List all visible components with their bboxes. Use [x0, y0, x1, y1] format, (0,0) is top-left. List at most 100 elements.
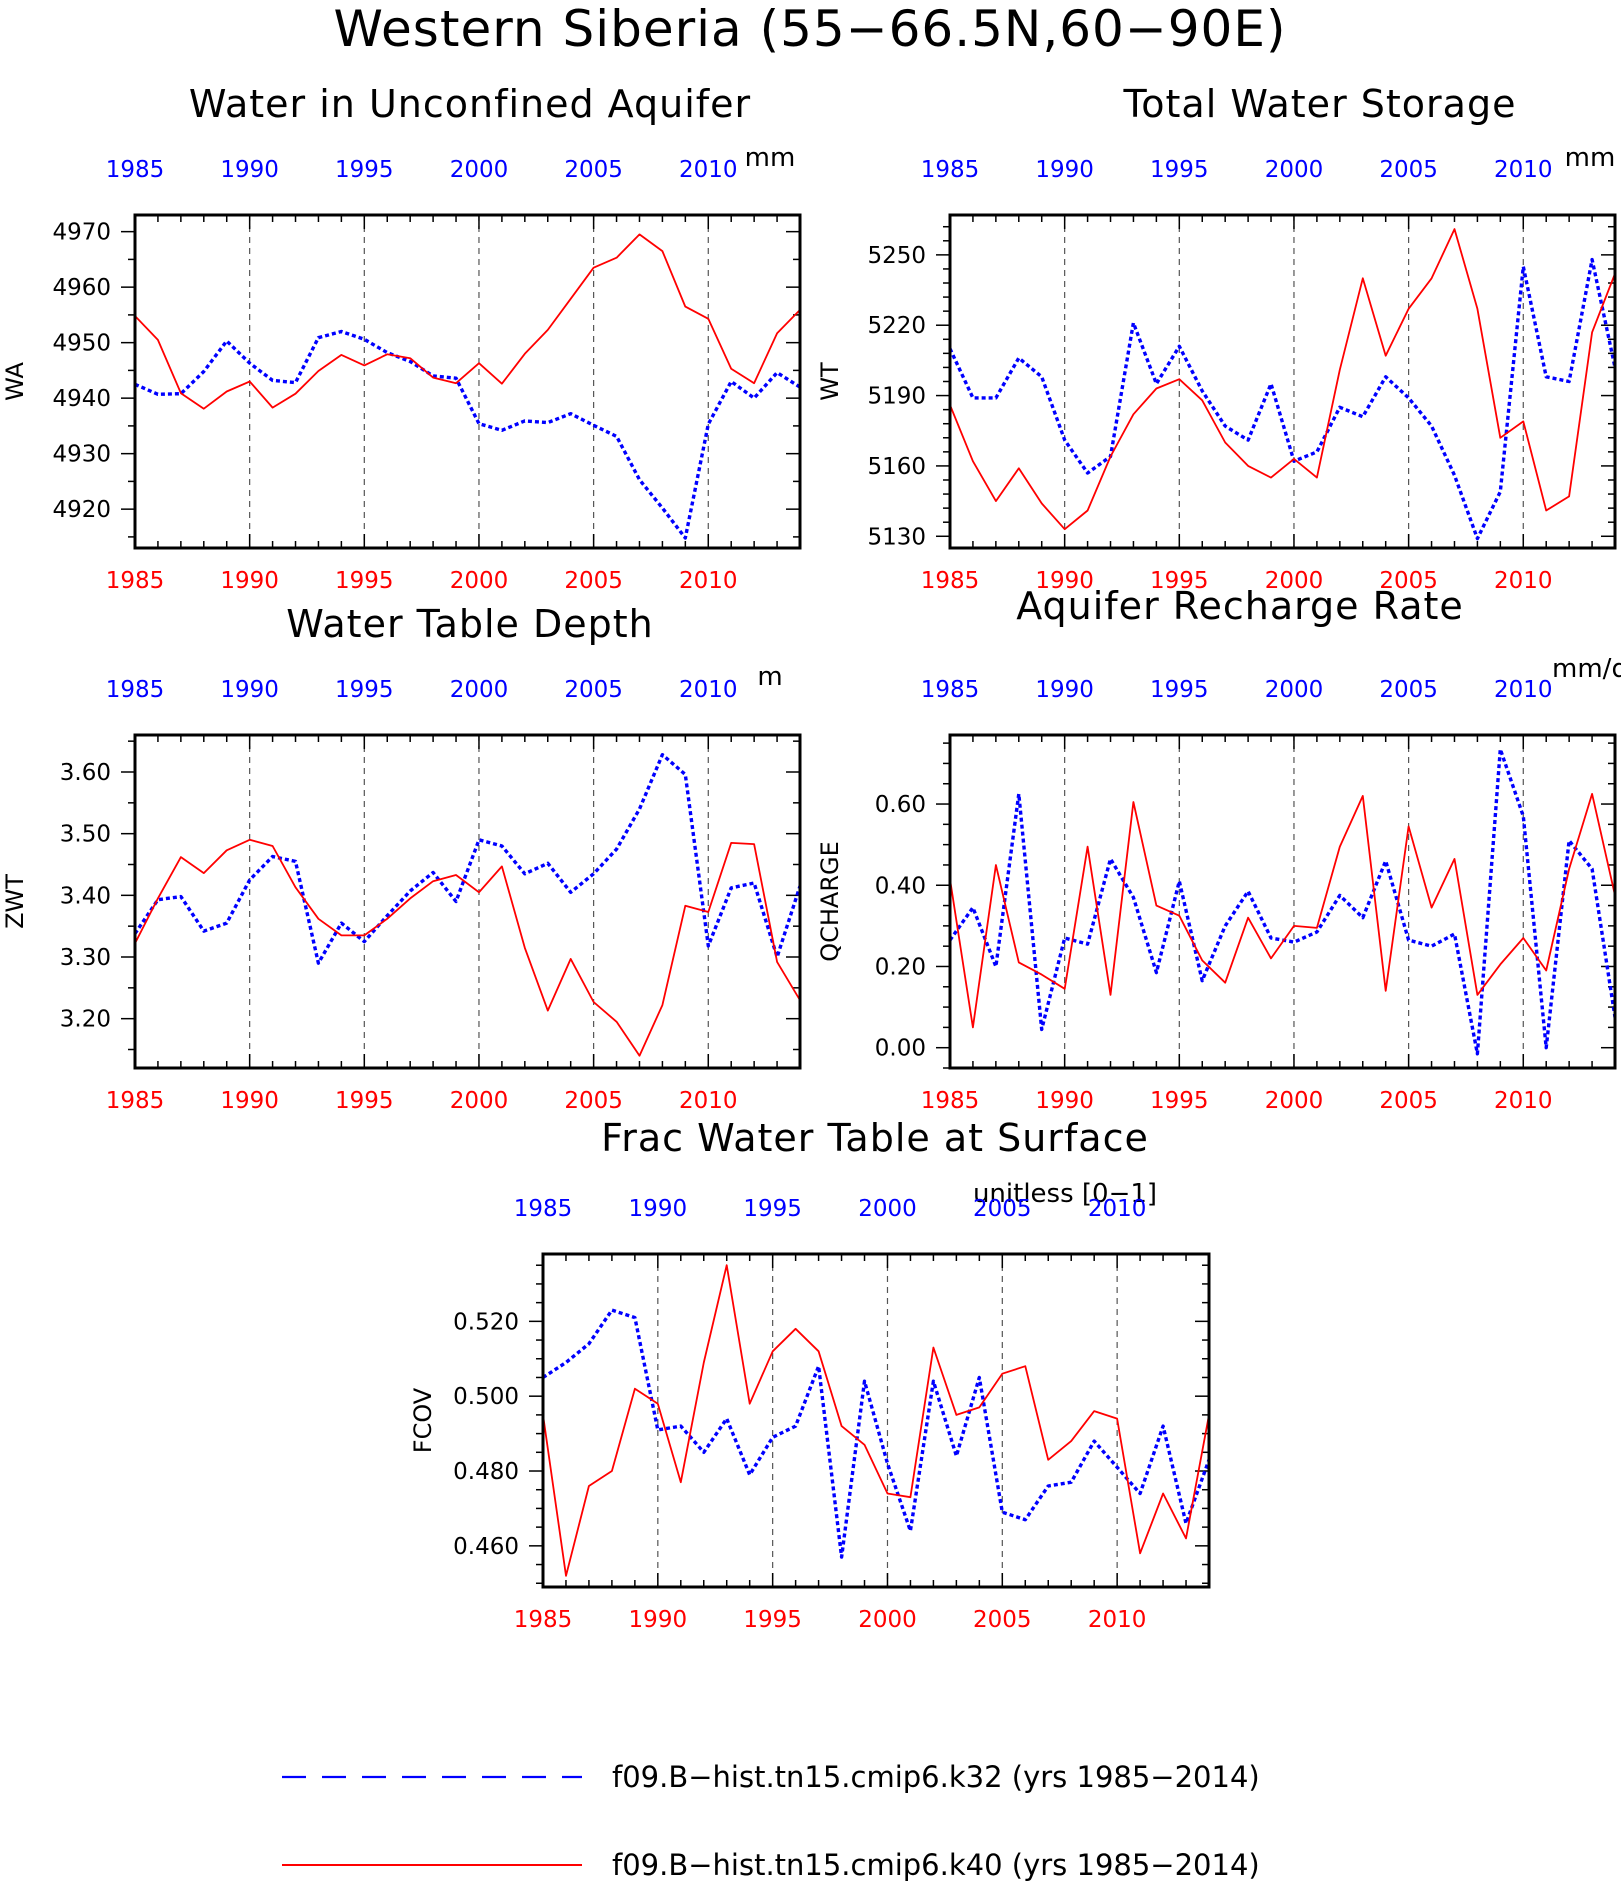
- x-tick-label-bottom: 1995: [335, 1088, 394, 1114]
- y-tick-label: 0.500: [453, 1384, 519, 1410]
- x-tick-label-top: 2010: [679, 157, 738, 183]
- x-tick-label-top: 2000: [450, 157, 509, 183]
- x-tick-label-top: 1985: [921, 157, 980, 183]
- y-tick-label: 5160: [867, 454, 926, 480]
- panel-3: Water Table Depth m ZWT 1985 1985 1990 1990 199…: [1, 602, 802, 1114]
- series-line-k40: [135, 838, 800, 1057]
- x-tick-label-bottom: 1990: [1035, 568, 1094, 594]
- x-tick-label-top: 1995: [335, 677, 394, 703]
- units-label: m: [757, 662, 782, 692]
- panel-5: Frac Water Table at Surface unitless [0−1…: [409, 1116, 1211, 1633]
- x-tick-label-bottom: 2000: [1265, 1088, 1324, 1114]
- x-tick-label-top: 2005: [564, 157, 623, 183]
- y-axis-label: FCOV: [409, 1387, 437, 1453]
- x-tick-label-bottom: 1995: [1150, 1088, 1209, 1114]
- x-tick-label-top: 1985: [921, 677, 980, 703]
- x-tick-label-top: 2000: [450, 677, 509, 703]
- series-line-k40: [950, 793, 1615, 1029]
- y-tick-label: 4960: [52, 275, 111, 301]
- x-tick-label-top: 1990: [1035, 157, 1094, 183]
- units-label: unitless [0−1]: [973, 1179, 1157, 1209]
- x-tick-label-bottom: 1990: [1035, 1088, 1094, 1114]
- y-tick-label: 3.50: [60, 822, 111, 848]
- panel-title: Total Water Storage: [1123, 82, 1517, 126]
- x-tick-label-bottom: 2005: [973, 1607, 1032, 1633]
- x-tick-label-top: 2000: [858, 1196, 917, 1222]
- y-tick-label: 3.30: [60, 945, 111, 971]
- y-tick-label: 0.520: [453, 1309, 519, 1335]
- x-tick-label-top: 2005: [1379, 677, 1438, 703]
- units-label: mm: [1565, 143, 1616, 173]
- plot-frame: [948, 733, 1617, 1070]
- y-axis-label: WT: [816, 362, 844, 401]
- x-tick-label-top: 1985: [514, 1196, 573, 1222]
- x-tick-label-top: 2000: [1265, 677, 1324, 703]
- y-tick-label: 3.40: [60, 883, 111, 909]
- y-axis-label: WA: [1, 362, 29, 401]
- x-tick-label-top: 2005: [973, 1196, 1032, 1222]
- plot-frame: [133, 733, 802, 1070]
- plot-frame: [133, 213, 802, 550]
- y-tick-label: 3.60: [60, 760, 111, 786]
- x-tick-label-top: 2010: [679, 677, 738, 703]
- x-tick-label-top: 1990: [629, 1196, 688, 1222]
- series-line-k32: [135, 753, 800, 965]
- series-line-k40: [950, 228, 1615, 531]
- x-tick-label-top: 2010: [1088, 1196, 1147, 1222]
- x-tick-label-top: 1990: [220, 157, 279, 183]
- x-tick-label-bottom: 2010: [1494, 568, 1553, 594]
- y-tick-label: 0.00: [875, 1036, 926, 1062]
- y-tick-label: 4920: [52, 497, 111, 523]
- x-tick-label-bottom: 2000: [450, 1088, 509, 1114]
- y-tick-label: 4930: [52, 442, 111, 468]
- panel-4: Aquifer Recharge Rate mm/d QCHARGE 1985 1985…: [816, 584, 1621, 1114]
- x-tick-label-bottom: 2010: [1088, 1607, 1147, 1633]
- x-tick-label-bottom: 1985: [106, 568, 165, 594]
- panel-title: Water in Unconfined Aquifer: [189, 82, 751, 126]
- x-tick-label-bottom: 2010: [1494, 1088, 1553, 1114]
- panel-1: Water in Unconfined Aquifer mm WA 1985 1985 1…: [1, 82, 802, 594]
- x-tick-label-bottom: 1995: [743, 1607, 802, 1633]
- y-tick-label: 4970: [52, 220, 111, 246]
- x-tick-label-bottom: 2010: [679, 568, 738, 594]
- x-tick-label-top: 1985: [106, 677, 165, 703]
- panel-2: Total Water Storage mm WT 1985 1985 1990 1990 1…: [816, 82, 1617, 594]
- plot-frame: [541, 1252, 1211, 1589]
- x-tick-label-top: 1995: [335, 157, 394, 183]
- series-line-k40: [135, 233, 800, 410]
- x-tick-label-bottom: 2005: [564, 568, 623, 594]
- x-tick-label-bottom: 2005: [1379, 568, 1438, 594]
- x-tick-label-bottom: 1985: [921, 1088, 980, 1114]
- y-axis-label: QCHARGE: [816, 841, 844, 962]
- y-tick-label: 5250: [867, 243, 926, 269]
- legend: f09.B−hist.tn15.cmip6.k32 (yrs 1985−2014…: [282, 1760, 1260, 1882]
- x-tick-label-bottom: 2000: [1265, 568, 1324, 594]
- panel-title: Aquifer Recharge Rate: [1016, 584, 1464, 628]
- panel-title: Water Table Depth: [286, 602, 654, 646]
- y-tick-label: 4940: [52, 386, 111, 412]
- y-tick-label: 0.20: [875, 954, 926, 980]
- legend-k32-label: f09.B−hist.tn15.cmip6.k32 (yrs 1985−2014…: [612, 1760, 1260, 1794]
- x-tick-label-top: 1995: [1150, 677, 1209, 703]
- legend-k40-label: f09.B−hist.tn15.cmip6.k40 (yrs 1985−2014…: [612, 1848, 1260, 1882]
- x-tick-label-bottom: 1990: [220, 568, 279, 594]
- units-label: mm: [745, 143, 796, 173]
- x-tick-label-bottom: 2000: [858, 1607, 917, 1633]
- x-tick-label-top: 1990: [1035, 677, 1094, 703]
- series-line-k32: [950, 747, 1615, 1056]
- series-line-k40: [543, 1264, 1209, 1577]
- y-axis-label: ZWT: [1, 874, 29, 929]
- panels: Water in Unconfined Aquifer mm WA 1985 1985 1…: [1, 82, 1621, 1633]
- plot-frame: [948, 213, 1617, 550]
- x-tick-label-bottom: 2000: [450, 568, 509, 594]
- x-tick-label-bottom: 1985: [514, 1607, 573, 1633]
- x-tick-label-top: 1990: [220, 677, 279, 703]
- x-tick-label-top: 2000: [1265, 157, 1324, 183]
- y-tick-label: 5190: [867, 384, 926, 410]
- y-tick-label: 5130: [867, 524, 926, 550]
- x-tick-label-bottom: 2005: [1379, 1088, 1438, 1114]
- y-tick-label: 0.40: [875, 873, 926, 899]
- x-tick-label-bottom: 2010: [679, 1088, 738, 1114]
- x-tick-label-bottom: 2005: [564, 1088, 623, 1114]
- x-tick-label-top: 1985: [106, 157, 165, 183]
